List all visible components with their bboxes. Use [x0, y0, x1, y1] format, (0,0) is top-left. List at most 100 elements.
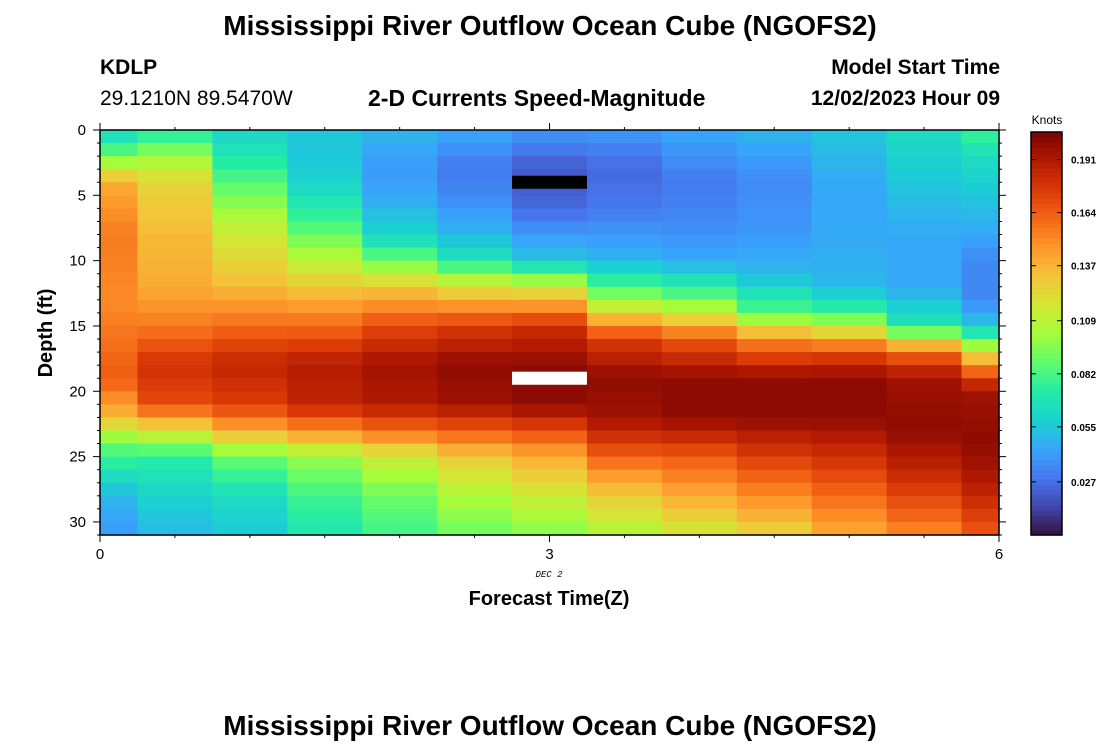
colorbar-swatch [1031, 469, 1062, 476]
heatmap-cell [736, 404, 813, 419]
colorbar-swatch [1031, 429, 1062, 435]
heatmap-cell [137, 169, 213, 183]
heatmap-cell [137, 325, 213, 340]
heatmap-cell [512, 156, 588, 170]
heatmap-cell [661, 417, 738, 432]
colorbar-swatch [1031, 393, 1062, 400]
heatmap-cell [586, 378, 663, 392]
heatmap-cell [362, 234, 438, 249]
heatmap-cell [137, 508, 213, 523]
heatmap-cell [287, 156, 363, 170]
heatmap-cell [736, 430, 813, 445]
heatmap-cell [886, 234, 963, 249]
heatmap-cell [137, 352, 213, 366]
colorbar-swatch [1031, 489, 1062, 496]
heatmap-cell [437, 299, 513, 314]
colorbar-swatch [1031, 313, 1062, 319]
colorbar-swatch [1031, 368, 1062, 375]
heatmap-cell [961, 325, 1000, 340]
heatmap-cell [811, 339, 888, 353]
heatmap-cell [512, 221, 588, 236]
heatmap-cell [586, 182, 663, 196]
heatmap-cell [362, 443, 438, 458]
heatmap-cell [736, 508, 813, 523]
heatmap-cell [437, 339, 513, 353]
heatmap-cell [586, 404, 663, 419]
heatmap-cell [886, 221, 963, 236]
heatmap-cell [137, 286, 213, 301]
heatmap-cell [137, 417, 213, 432]
heatmap-cell [100, 521, 139, 536]
heatmap-cell [362, 521, 438, 536]
heatmap-cell [212, 339, 288, 353]
heatmap-cell [512, 521, 588, 536]
colorbar-swatch [1031, 142, 1062, 148]
heatmap-cell [811, 378, 888, 392]
x-tick-label: 3 [545, 546, 553, 563]
heatmap-cell [287, 482, 363, 497]
heatmap-cell [886, 195, 963, 209]
heatmap-cell [661, 339, 738, 353]
heatmap-cell [512, 508, 588, 523]
heatmap-cell [212, 482, 288, 497]
heatmap-cell [586, 352, 663, 366]
heatmap-cell [512, 312, 588, 327]
max-speed-marker [512, 371, 587, 385]
x-tick-label: 6 [995, 546, 1003, 563]
colorbar-swatch [1031, 514, 1062, 521]
colorbar-swatch [1031, 373, 1062, 380]
heatmap-cell [212, 456, 288, 471]
heatmap-cell [100, 430, 139, 445]
heatmap-cell [586, 469, 663, 484]
heatmap-cell [437, 495, 513, 510]
colorbar-swatch [1031, 268, 1062, 274]
heatmap-cell [961, 495, 1000, 510]
heatmap-cell [512, 430, 588, 445]
heatmap-cell [512, 299, 588, 314]
heatmap-cell [661, 299, 738, 314]
colorbar-swatch [1031, 177, 1062, 183]
heatmap-cell [736, 365, 813, 379]
colorbar-swatch [1031, 333, 1062, 340]
colorbar-swatch [1031, 419, 1062, 425]
heatmap-cell [661, 443, 738, 458]
heatmap-cell [137, 312, 213, 327]
heatmap-cell [137, 182, 213, 196]
heatmap-cell [961, 299, 1000, 314]
heatmap-cell [362, 156, 438, 170]
heatmap-cell [137, 130, 213, 144]
heatmap-cell [961, 469, 1000, 484]
heatmap-cell [437, 221, 513, 236]
heatmap-cell [212, 221, 288, 236]
heatmap-cell [137, 378, 213, 392]
y-tick-label: 30 [69, 514, 86, 531]
heatmap-cell [586, 430, 663, 445]
heatmap-cell [212, 260, 288, 275]
heatmap-cell [437, 208, 513, 223]
heatmap-cell [961, 208, 1000, 223]
heatmap-cell [100, 417, 139, 432]
colorbar-swatch [1031, 212, 1062, 219]
colorbar-swatch [1031, 242, 1062, 249]
heatmap-cell [811, 325, 888, 340]
colorbar-swatch [1031, 257, 1062, 264]
heatmap-cell [661, 286, 738, 301]
colorbar-swatch [1031, 509, 1062, 516]
heatmap-cell [512, 286, 588, 301]
heatmap-cell [437, 195, 513, 209]
heatmap-cell [661, 456, 738, 471]
heatmap-cell [961, 169, 1000, 183]
colorbar-swatch [1031, 237, 1062, 244]
heatmap-cell [362, 469, 438, 484]
heatmap-cell [736, 495, 813, 510]
heatmap-cell [362, 208, 438, 223]
heatmap-cell [212, 182, 288, 196]
heatmap-cell [961, 378, 1000, 392]
heatmap-cell [437, 325, 513, 340]
heatmap-cell [886, 130, 963, 144]
heatmap-cell [886, 352, 963, 366]
heatmap-cell [212, 352, 288, 366]
heatmap-cell [961, 221, 1000, 236]
x-axis-date-label: DEC 2 [535, 570, 563, 580]
